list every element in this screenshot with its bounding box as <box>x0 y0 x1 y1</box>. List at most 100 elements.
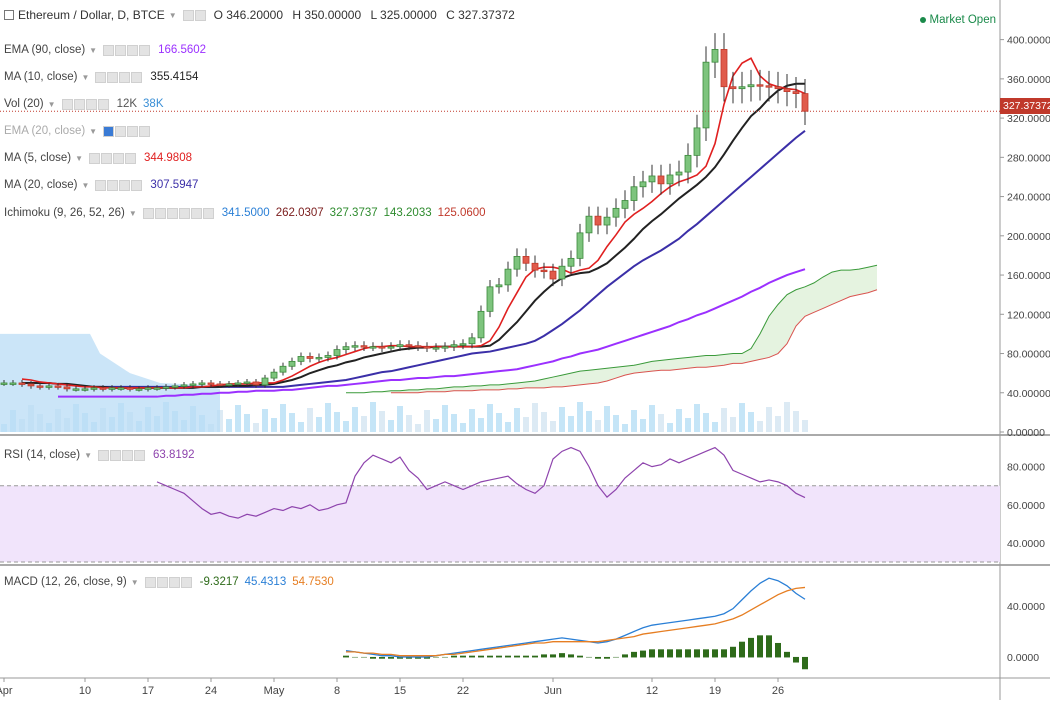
macd-line <box>345 577 806 658</box>
macd-histogram-bar <box>361 656 367 658</box>
volume-bar <box>748 412 754 432</box>
macd-histogram-bar <box>676 649 682 658</box>
candle-body <box>774 86 782 90</box>
volume-bar <box>226 419 232 432</box>
candle-body <box>531 262 539 271</box>
chevron-down-icon[interactable]: ▼ <box>89 45 98 55</box>
legend-controls[interactable] <box>61 98 109 110</box>
candle-body <box>36 385 44 388</box>
candle-body <box>270 371 278 379</box>
symbol-title: Ethereum / Dollar, D, BTCE <box>18 8 165 22</box>
volume-bar <box>541 412 547 432</box>
volume-bar <box>370 402 376 432</box>
macd-histogram-bar <box>379 656 385 659</box>
candle-body <box>252 381 260 386</box>
legend-ma20[interactable]: MA (20, close) ▼ 307.5947 <box>4 177 204 193</box>
macd-histogram-bar <box>793 656 799 663</box>
candle-body <box>63 386 71 390</box>
legend-ma5[interactable]: MA (5, close) ▼ 344.9808 <box>4 150 198 166</box>
market-status-label: Market Open <box>929 14 996 26</box>
legend-ichimoku-value-3: 143.2033 <box>383 207 432 219</box>
legend-controls[interactable] <box>142 207 214 219</box>
macd-histogram-bar <box>460 655 466 658</box>
macd-histogram-bar <box>622 654 628 658</box>
legend-vol-value2: 38K <box>143 98 164 110</box>
volume-bar <box>685 418 691 432</box>
chevron-down-icon[interactable]: ▼ <box>75 153 84 163</box>
ichimoku-span-a-line <box>346 264 878 394</box>
legend-controls[interactable] <box>103 44 151 56</box>
volume-bar <box>649 405 655 432</box>
candle-body <box>549 270 557 280</box>
legend-controls[interactable] <box>95 71 143 83</box>
macd-histogram-bar <box>631 651 637 658</box>
symbol-legend[interactable]: Ethereum / Dollar, D, BTCE ▼ O 346.20000… <box>4 7 521 23</box>
macd-histogram-bar <box>694 649 700 658</box>
candle-body <box>414 345 422 348</box>
legend-controls[interactable] <box>97 449 145 461</box>
macd-histogram-bar <box>784 651 790 658</box>
legend-controls[interactable] <box>95 179 143 191</box>
volume-bar <box>676 409 682 432</box>
candle-body <box>576 232 584 259</box>
chevron-down-icon[interactable]: ▼ <box>81 180 90 190</box>
legend-macd-label: MACD (12, 26, close, 9) <box>4 576 127 588</box>
time-tick-label: 22 <box>457 685 469 697</box>
time-tick-label: May <box>264 685 285 697</box>
legend-vol[interactable]: Vol (20) ▼ 12K 38K <box>4 96 170 112</box>
legend-vol-label: Vol (20) <box>4 98 44 110</box>
candle-body <box>162 386 170 389</box>
volume-bar <box>298 422 304 432</box>
candle-body <box>45 385 53 388</box>
macd-histogram-bar <box>397 656 403 659</box>
time-tick-label: 12 <box>646 685 658 697</box>
candle-body <box>351 345 359 348</box>
macd-histogram-bar <box>604 656 610 659</box>
legend-controls[interactable] <box>89 152 137 164</box>
legend-controls[interactable] <box>182 9 206 21</box>
chevron-down-icon[interactable]: ▼ <box>130 577 139 587</box>
chevron-down-icon[interactable]: ▼ <box>84 450 92 460</box>
ohlc-low: L 325.00000 <box>370 8 437 22</box>
legend-macd[interactable]: MACD (12, 26, close, 9) ▼ -9.3217 45.431… <box>4 574 340 590</box>
macd-histogram-bar <box>757 635 763 658</box>
candle-body <box>801 93 809 112</box>
candle-body <box>666 174 674 185</box>
macd-histogram-bar <box>775 642 781 658</box>
candle-body <box>720 49 728 88</box>
macd-histogram-bar <box>487 655 493 658</box>
volume-bar <box>766 407 772 432</box>
macd-histogram-bar <box>514 655 520 658</box>
legend-ema20[interactable]: EMA (20, close) ▼ <box>4 123 158 139</box>
chevron-down-icon[interactable]: ▼ <box>81 72 90 82</box>
volume-bar <box>523 417 529 432</box>
chevron-down-icon[interactable]: ▼ <box>168 10 177 20</box>
candle-body <box>495 284 503 288</box>
legend-ma10[interactable]: MA (10, close) ▼ 355.4154 <box>4 69 204 85</box>
legend-ema90[interactable]: EMA (90, close) ▼ 166.5602 <box>4 42 212 58</box>
candle-body <box>711 49 719 63</box>
candle-body <box>567 257 575 267</box>
ichimoku-cloud-early <box>0 333 220 432</box>
candle-body <box>423 346 431 349</box>
legend-rsi[interactable]: RSI (14, close) ▼ 63.8192 <box>4 447 201 463</box>
volume-bar <box>487 404 493 432</box>
collapse-icon[interactable] <box>4 10 14 20</box>
chevron-down-icon[interactable]: ▼ <box>128 208 137 218</box>
macd-histogram-bar <box>406 656 412 659</box>
price-tick-label: 160.00000 <box>1007 270 1050 282</box>
time-tick-label: 24 <box>205 685 217 697</box>
volume-bar <box>433 419 439 432</box>
legend-controls[interactable] <box>144 576 192 588</box>
chevron-down-icon[interactable]: ▼ <box>89 126 98 136</box>
legend-controls[interactable] <box>103 125 151 137</box>
rsi-tick-label: 80.0000 <box>1007 462 1045 474</box>
volume-bar <box>424 410 430 432</box>
chevron-down-icon[interactable]: ▼ <box>47 99 56 109</box>
legend-rsi-value: 63.8192 <box>152 449 195 461</box>
legend-ichimoku[interactable]: Ichimoku (9, 26, 52, 26) ▼ 341.5000 262.… <box>4 205 492 221</box>
macd-histogram-bar <box>658 649 664 658</box>
candle-body <box>198 382 206 385</box>
